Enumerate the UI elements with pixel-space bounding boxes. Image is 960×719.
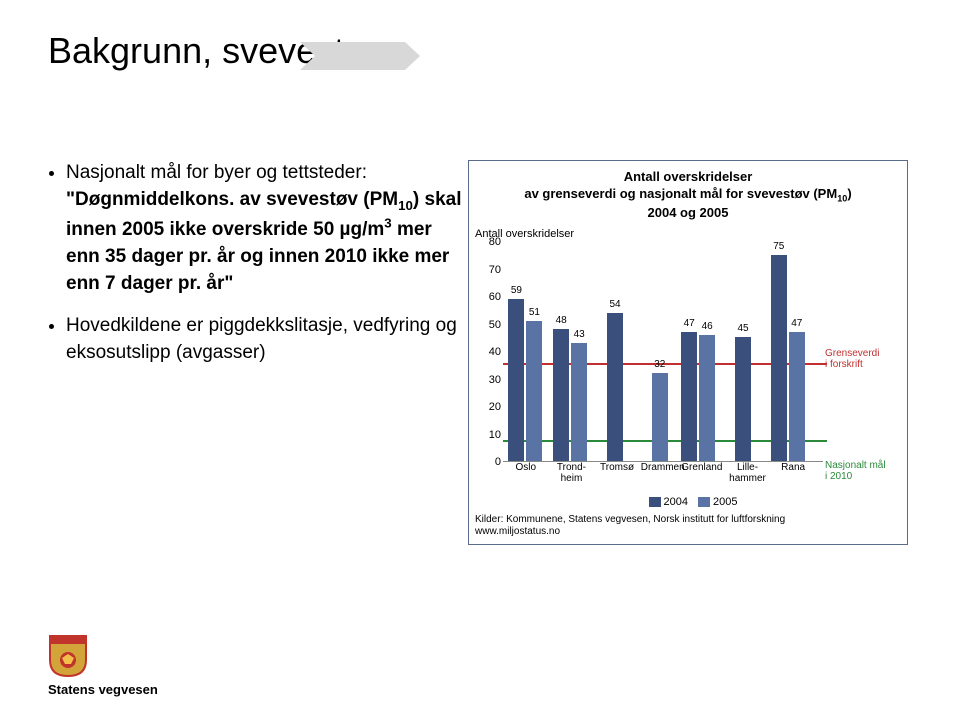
bar-value: 75 bbox=[773, 241, 784, 252]
title-area: Bakgrunn, svevestøv bbox=[0, 0, 960, 120]
bar: 43 bbox=[571, 343, 587, 461]
x-label: Oslo bbox=[501, 462, 551, 473]
page-title: Bakgrunn, svevestøv bbox=[48, 30, 960, 72]
chart-plot: 01020304050607080 Grenseverdi i forskrif… bbox=[481, 242, 895, 462]
x-label: Rana bbox=[768, 462, 818, 473]
bar-value: 51 bbox=[529, 307, 540, 318]
x-label: Trond- heim bbox=[546, 462, 596, 484]
vegvesen-logo-icon bbox=[48, 634, 88, 678]
bullet-1-lead: Nasjonalt mål for byer og tettsteder: bbox=[66, 162, 367, 183]
bar-group: 45 bbox=[722, 337, 764, 461]
bar: 32 bbox=[652, 373, 668, 461]
y-tick: 70 bbox=[489, 264, 501, 276]
source-l1: Kilder: Kommunene, Statens vegvesen, Nor… bbox=[475, 514, 785, 525]
x-label: Grenland bbox=[677, 462, 727, 473]
bar: 48 bbox=[553, 329, 569, 461]
chart-title-l1: Antall overskridelser bbox=[624, 169, 753, 184]
legend-swatch bbox=[649, 497, 661, 507]
x-axis-labels: OsloTrond- heimTromsøDrammenGrenlandLill… bbox=[503, 462, 829, 490]
y-tick: 60 bbox=[489, 291, 501, 303]
bar-value: 43 bbox=[574, 329, 585, 340]
x-label: Lille- hammer bbox=[723, 462, 773, 484]
chart-y-label: Antall overskridelser bbox=[475, 222, 901, 240]
bar-value: 48 bbox=[556, 315, 567, 326]
y-tick: 40 bbox=[489, 346, 501, 358]
chart-title-l3: 2004 og 2005 bbox=[648, 205, 729, 220]
legend-label: 2004 bbox=[664, 496, 688, 508]
bar-group: 54 bbox=[594, 313, 636, 462]
source-l2: www.miljostatus.no bbox=[475, 526, 560, 537]
y-tick: 30 bbox=[489, 374, 501, 386]
chart-title-l2: av grenseverdi og nasjonalt mål for svev… bbox=[524, 186, 851, 201]
bar: 45 bbox=[735, 337, 751, 461]
x-label: Tromsø bbox=[592, 462, 642, 473]
bar: 54 bbox=[607, 313, 623, 462]
bar: 75 bbox=[771, 255, 787, 461]
bar: 59 bbox=[508, 299, 524, 461]
chart-legend: 2004 2005 bbox=[475, 496, 901, 508]
bar-group: 4746 bbox=[677, 332, 719, 461]
y-tick: 10 bbox=[489, 429, 501, 441]
title-decoration bbox=[300, 42, 420, 70]
content-row: Nasjonalt mål for byer og tettsteder: "D… bbox=[0, 120, 960, 545]
logo-text: Statens vegvesen bbox=[48, 682, 158, 697]
y-tick: 20 bbox=[489, 401, 501, 413]
grense-label: Grenseverdi i forskrift bbox=[825, 348, 893, 372]
bar-value: 54 bbox=[609, 299, 620, 310]
bullet-1: Nasjonalt mål for byer og tettsteder: "D… bbox=[66, 160, 468, 297]
bar-value: 45 bbox=[737, 323, 748, 334]
legend-label: 2005 bbox=[713, 496, 737, 508]
bars-area: Grenseverdi i forskrift Nasjonalt mål i … bbox=[503, 242, 823, 462]
y-tick: 80 bbox=[489, 236, 501, 248]
chart-source: Kilder: Kommunene, Statens vegvesen, Nor… bbox=[475, 514, 901, 538]
bar: 46 bbox=[699, 335, 715, 462]
footer-logo: Statens vegvesen bbox=[48, 634, 158, 697]
bar: 47 bbox=[681, 332, 697, 461]
bar: 51 bbox=[526, 321, 542, 461]
bar-value: 46 bbox=[702, 321, 713, 332]
y-tick: 50 bbox=[489, 319, 501, 331]
bar-value: 47 bbox=[791, 318, 802, 329]
bullet-list: Nasjonalt mål for byer og tettsteder: "D… bbox=[48, 160, 468, 545]
chart-title: Antall overskridelser av grenseverdi og … bbox=[475, 169, 901, 222]
bar-group: 5951 bbox=[504, 299, 546, 461]
bar-value: 59 bbox=[511, 285, 522, 296]
bar-group: 32 bbox=[639, 373, 681, 461]
bar-group: 7547 bbox=[767, 255, 809, 461]
bar: 47 bbox=[789, 332, 805, 461]
bar-value: 32 bbox=[654, 359, 665, 370]
legend-swatch bbox=[698, 497, 710, 507]
chart-container: Antall overskridelser av grenseverdi og … bbox=[468, 160, 908, 545]
bar-value: 47 bbox=[684, 318, 695, 329]
bar-group: 4843 bbox=[549, 329, 591, 461]
bullet-2: Hovedkildene er piggdekkslitasje, vedfyr… bbox=[66, 313, 468, 366]
y-axis: 01020304050607080 bbox=[481, 242, 503, 462]
